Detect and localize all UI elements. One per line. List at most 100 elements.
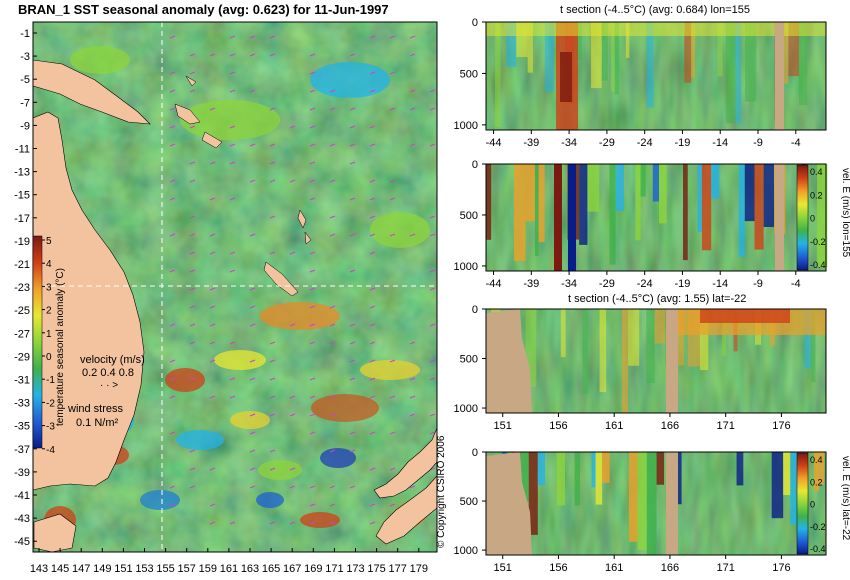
section-stripe — [621, 309, 629, 413]
wind-stress-arrow — [209, 251, 216, 255]
panel-x-tick-label: -19 — [674, 137, 690, 149]
anomaly-patch — [230, 411, 270, 429]
wind-stress-arrow — [249, 143, 256, 147]
sst-map: -1-3-5-7-9-11-13-15-17-19-21-23-25-27-29… — [14, 21, 438, 575]
wind-stress-arrow — [309, 53, 316, 57]
wind-stress-arrow — [269, 161, 276, 165]
wind-stress-arrow — [169, 431, 176, 435]
solomon-islands — [174, 75, 223, 149]
panel-y-tick-label: 1000 — [454, 261, 478, 273]
wind-stress-arrow — [189, 215, 196, 219]
panel-x-tick-label: 171 — [716, 562, 734, 574]
panel-x-tick-label: 176 — [772, 562, 790, 574]
section-stripe — [635, 164, 641, 241]
anomaly-patch — [360, 360, 420, 380]
section-stripe — [628, 452, 638, 542]
section-panel-1: 0 500 1000 -44 -39 -34 -29 -24 -19 -14 -9 -4 — [454, 17, 827, 149]
wind-stress-arrow — [169, 107, 176, 111]
map-y-tick-label: -11 — [15, 144, 30, 156]
wind-stress-arrow — [389, 503, 396, 507]
section-stripe — [525, 309, 537, 387]
wind-stress-arrow — [269, 143, 276, 147]
wind-stress-arrow — [369, 179, 376, 183]
wind-stress-arrow — [289, 395, 296, 399]
wind-stress-arrow — [229, 89, 236, 93]
panel-x-tick-label: -4 — [791, 137, 801, 149]
panel-x-tick-label: -29 — [599, 278, 615, 290]
wind-stress-arrow — [249, 413, 256, 417]
wind-stress-arrow — [309, 503, 316, 507]
wind-stress-arrow — [269, 395, 276, 399]
section-stripe — [717, 22, 723, 77]
wind-stress-arrow — [189, 377, 196, 381]
wind-stress-arrow — [209, 341, 216, 345]
map-y-tick-label: -41 — [14, 490, 30, 502]
section-stripe — [646, 309, 655, 384]
wind-stress-arrow — [289, 467, 296, 471]
wind-stress-arrow — [309, 287, 316, 291]
wind-stress-arrow — [309, 341, 316, 345]
panel-y-tick-label: 0 — [472, 304, 478, 316]
wind-stress-arrow — [409, 485, 416, 489]
wind-stress-arrow — [329, 305, 336, 309]
panel-x-tick-label: 161 — [605, 562, 623, 574]
panel-land-mask — [666, 309, 678, 413]
section-panel-3: 0 500 1000 151 156 161 166 171 176 — [454, 304, 827, 432]
map-colorbar-label: temperature seasonal anomaly (°C) — [55, 268, 66, 426]
wind-stress-arrow — [269, 377, 276, 381]
map-x-tick-label: 177 — [389, 563, 407, 575]
section-stripe — [495, 22, 501, 128]
wind-stress-arrow — [169, 485, 176, 489]
wind-stress-arrow — [349, 449, 356, 453]
wind-stress-arrow — [369, 305, 376, 309]
wind-stress-arrow — [229, 197, 236, 201]
map-colorbar-tick-label: 5 — [46, 236, 52, 247]
map-colorbar-tick-label: 0 — [46, 352, 52, 363]
wind-stress-arrow — [389, 359, 396, 363]
wind-stress-arrow — [429, 89, 436, 93]
wind-stress-arrow — [289, 323, 296, 327]
panel-x-tick-label: -4 — [791, 278, 801, 290]
section-stripe — [574, 452, 581, 506]
panel-frame — [485, 308, 827, 414]
section-stripe — [701, 164, 712, 251]
map-colorbar-tick-label: -1 — [46, 375, 55, 386]
section-stripe — [537, 452, 546, 486]
wind-stress-arrow — [249, 89, 256, 93]
section-stripe — [654, 309, 666, 344]
map-y-tick-label: -29 — [14, 351, 30, 363]
section-stripe — [520, 452, 529, 502]
panel-land-mask — [486, 452, 532, 555]
wind-stress-arrow — [389, 233, 396, 237]
wind-stress-arrow — [429, 431, 436, 435]
wind-stress-arrow — [309, 251, 316, 255]
wind-stress-arrow — [229, 125, 236, 129]
wind-stress-arrow — [229, 143, 236, 147]
panel-y-tick-label: 0 — [472, 159, 478, 171]
wind-stress-arrow — [409, 35, 416, 39]
panel-colorbar-tick-label: 0.2 — [810, 477, 823, 487]
section-stripe — [763, 164, 775, 227]
wind-stress-arrow — [309, 143, 316, 147]
wind-stress-arrow — [329, 341, 336, 345]
section-stripe — [771, 452, 784, 519]
section-stripe — [783, 452, 791, 496]
velocity-legend-arrows: · · > — [100, 380, 118, 391]
wind-stress-arrow — [369, 431, 376, 435]
section-stripe — [628, 309, 640, 366]
wind-stress-arrow — [249, 287, 256, 291]
section-stripe — [582, 309, 589, 395]
section-jet — [554, 164, 562, 271]
section-stripe — [579, 164, 588, 245]
wind-stress-arrow — [349, 143, 356, 147]
panel-x-tick-label: -44 — [486, 278, 502, 290]
panel-y-tick-label: 0 — [472, 447, 478, 459]
wind-stress-arrow — [309, 71, 316, 75]
wind-stress-arrow — [349, 341, 356, 345]
section-stripe — [527, 22, 533, 73]
wind-stress-arrow — [389, 467, 396, 471]
map-x-tick-label: 143 — [30, 563, 48, 575]
wind-stress-arrow — [389, 197, 396, 201]
wind-stress-arrow — [309, 395, 316, 399]
wind-stress-arrow — [369, 521, 376, 525]
